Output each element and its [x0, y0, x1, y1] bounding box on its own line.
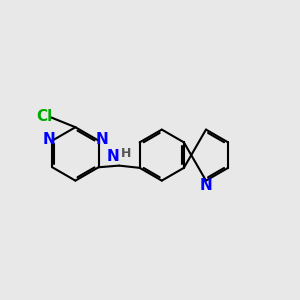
Text: N: N [200, 178, 212, 193]
Text: N: N [42, 132, 55, 147]
Text: Cl: Cl [37, 109, 53, 124]
Text: N: N [106, 149, 119, 164]
Text: H: H [121, 146, 131, 160]
Text: N: N [96, 132, 108, 147]
